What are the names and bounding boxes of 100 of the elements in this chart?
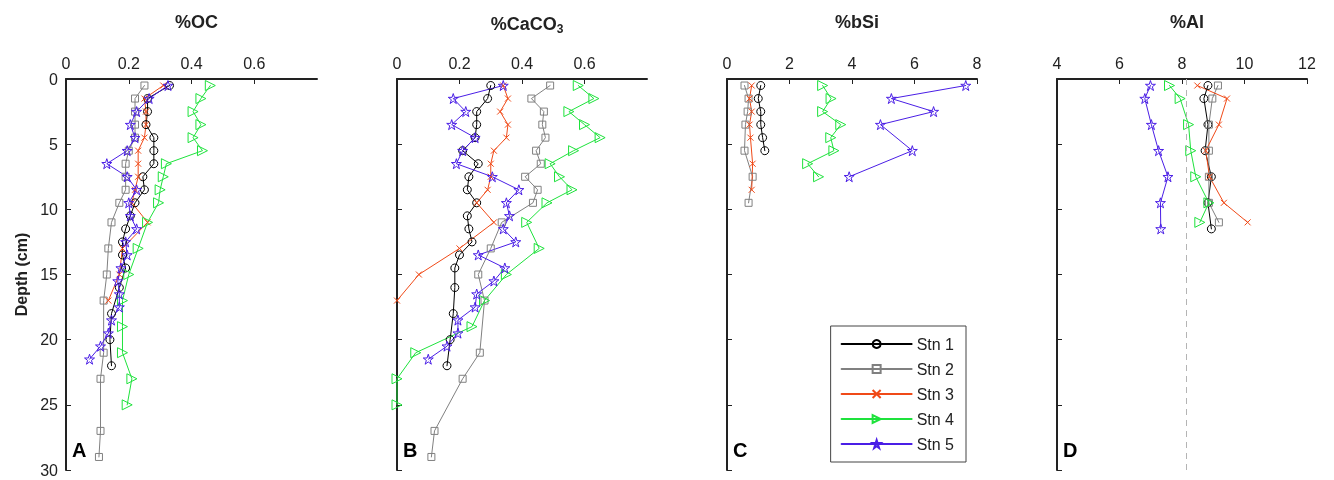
x-tick-label: 8 [1177, 54, 1187, 72]
point [120, 236, 132, 248]
point [121, 263, 131, 273]
x-tick-label: 0 [392, 54, 402, 72]
point [1203, 81, 1213, 91]
point [874, 119, 886, 131]
point [538, 120, 547, 129]
point [1220, 199, 1228, 207]
point [486, 81, 496, 91]
point [746, 121, 753, 129]
point [462, 211, 472, 221]
point [748, 172, 757, 181]
point [115, 271, 123, 278]
x-tick-label: 0.2 [117, 54, 140, 72]
point [541, 197, 553, 209]
point [450, 158, 462, 170]
point [490, 147, 498, 155]
point [134, 173, 142, 181]
point [446, 119, 458, 131]
point [104, 297, 112, 305]
point [430, 426, 439, 435]
point [126, 373, 138, 385]
point [740, 146, 749, 155]
point [504, 95, 512, 103]
legend-label: Stn 5 [916, 435, 955, 453]
point [153, 197, 165, 209]
point [113, 301, 125, 313]
x-tick-label: 6 [1115, 54, 1125, 72]
y-tick-label: 0 [49, 70, 59, 88]
point [422, 353, 434, 365]
point [117, 237, 127, 247]
point [1185, 145, 1197, 157]
point [527, 94, 536, 103]
x-tick-label: 6 [910, 54, 920, 72]
point [450, 283, 460, 293]
point [391, 399, 403, 411]
point [486, 244, 495, 253]
point [1174, 93, 1186, 105]
legend-label: Stn 1 [916, 335, 955, 353]
point [116, 295, 128, 307]
point [504, 210, 515, 222]
point [490, 218, 498, 226]
point [554, 171, 565, 183]
point [749, 160, 757, 168]
point [105, 335, 115, 345]
point [415, 271, 423, 278]
point [1144, 80, 1156, 92]
chart-title: %OC [174, 12, 219, 32]
point [1183, 119, 1195, 131]
point [521, 172, 530, 181]
point [563, 106, 575, 118]
point [157, 171, 169, 183]
point [472, 249, 484, 261]
point [588, 93, 600, 105]
y-tick-label: 20 [40, 331, 59, 349]
point [1206, 224, 1216, 234]
point [130, 198, 140, 208]
point [1199, 94, 1209, 104]
point [473, 159, 483, 169]
point [484, 186, 492, 194]
point [513, 184, 525, 196]
y-tick-label: 30 [40, 461, 59, 479]
point [504, 121, 512, 129]
point [138, 172, 148, 182]
point [1194, 216, 1206, 228]
point [107, 309, 116, 319]
point [469, 301, 481, 313]
point [115, 198, 124, 207]
y-tick-label: 15 [40, 266, 59, 283]
point [462, 185, 472, 195]
point [124, 119, 136, 131]
annotation: D [1063, 439, 1078, 461]
point [116, 321, 128, 333]
point [1155, 223, 1167, 235]
point [817, 106, 829, 118]
point [121, 159, 130, 168]
point [84, 353, 96, 365]
point [1145, 119, 1157, 131]
point [1139, 93, 1151, 105]
point [536, 159, 545, 168]
y-axis-title: Depth (cm) [12, 232, 30, 317]
x-tick-label: 0.6 [573, 54, 596, 72]
point [410, 347, 422, 359]
point [455, 250, 464, 260]
point [743, 107, 752, 116]
point [758, 133, 768, 143]
point [1244, 218, 1252, 226]
point [107, 361, 116, 371]
point [488, 275, 500, 287]
point [204, 80, 216, 92]
point [544, 158, 556, 170]
point [102, 327, 114, 339]
point [95, 340, 107, 352]
x-tick-label: 0.4 [180, 54, 203, 72]
point [391, 373, 403, 385]
point [756, 107, 766, 117]
point [101, 158, 113, 170]
point [195, 119, 207, 131]
point [132, 242, 144, 254]
x-tick-label: 10 [1235, 54, 1254, 72]
